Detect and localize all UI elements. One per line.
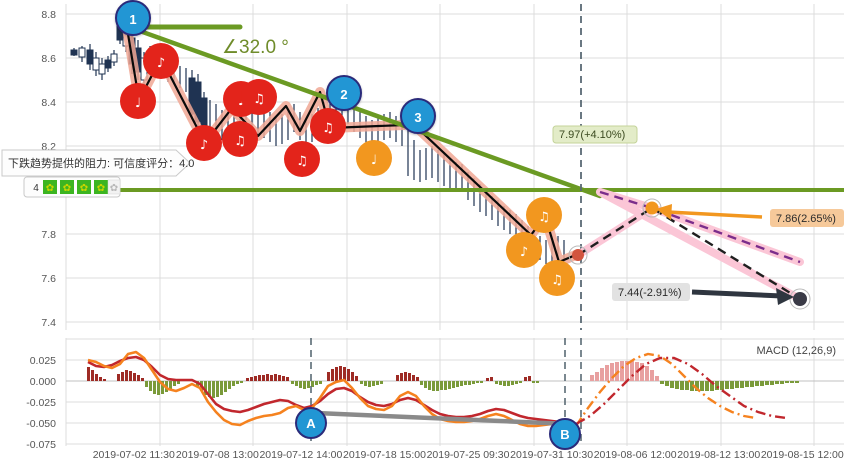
x-tick: 2019-08-15 12:00 — [760, 449, 844, 461]
svg-text:✿: ✿ — [80, 183, 88, 194]
upper-target-label: 7.86(2.65%) — [770, 209, 844, 227]
note-marker-glyph: ♫ — [253, 92, 265, 107]
macd-y-tick: -0.050 — [26, 418, 56, 430]
lower-target-label: 7.44(-2.91%) — [612, 283, 690, 301]
price-panel: 8.8 8.6 8.4 8.2 7.8 7.6 7.4 — [1, 0, 844, 330]
macd-title: MACD (12,26,9) — [757, 345, 836, 357]
numbered-marker-1[interactable]: 1 — [115, 0, 151, 36]
note-marker-glyph: ♪ — [200, 138, 208, 153]
note-marker-glyph: ♪ — [157, 56, 165, 71]
note-marker-glyph: ♫ — [296, 154, 308, 169]
price-y-tick: 7.6 — [41, 273, 56, 285]
macd-y-tick: -0.025 — [26, 397, 56, 409]
note-marker-glyph: ♪ — [520, 245, 528, 260]
macd-y-axis-labels: 0.025 0.000 -0.025 -0.050 -0.075 — [26, 355, 56, 451]
upper-target-text: 7.86(2.65%) — [776, 213, 836, 225]
note-marker[interactable]: ♩ — [120, 83, 156, 119]
numbered-marker-3[interactable]: 3 — [400, 98, 436, 134]
x-tick: 2019-07-12 14:00 — [259, 449, 343, 461]
note-marker[interactable]: ♫ — [539, 260, 575, 296]
rating-stars: ✿ ✿ ✿ ✿ ✿ — [43, 179, 121, 195]
macd-y-tick: 0.000 — [30, 376, 56, 388]
macd-dea-forecast — [575, 356, 787, 426]
note-marker-glyph: ♩ — [371, 153, 377, 168]
note-marker[interactable]: ♪ — [143, 43, 179, 79]
macd-histogram-positive — [87, 366, 531, 381]
numbered-marker-label: 1 — [129, 12, 136, 27]
note-marker-glyph: ♩ — [238, 94, 244, 109]
x-tick: 2019-08-06 12:00 — [593, 449, 677, 461]
note-marker-glyph: ♫ — [234, 134, 246, 149]
macd-marker-b-label: B — [560, 427, 569, 442]
macd-dif-line — [87, 350, 577, 428]
resistance-tooltip[interactable]: 下跌趋势提供的阻力: 可信度评分：4.0 — [1, 149, 194, 177]
note-marker[interactable]: ♫ — [526, 197, 562, 233]
svg-text:✿: ✿ — [46, 183, 54, 194]
x-tick: 2019-07-02 11:30 — [92, 449, 175, 461]
price-y-tick: 7.4 — [41, 317, 56, 329]
black-dashed-forecast — [577, 206, 801, 301]
macd-dif-forecast — [575, 352, 757, 427]
note-marker[interactable]: ♫ — [222, 121, 258, 157]
note-marker[interactable]: ♪ — [506, 232, 542, 268]
svg-text:✿: ✿ — [110, 183, 118, 194]
lower-target-text: 7.44(-2.91%) — [618, 287, 682, 299]
lower-target-arrow — [691, 288, 794, 305]
macd-trend-connector — [313, 410, 573, 427]
current-price-text: 7.97(+4.10%) — [559, 129, 625, 141]
note-marker[interactable]: ♩ — [356, 140, 392, 176]
numbered-marker-label: 3 — [414, 110, 421, 125]
note-marker-glyph: ♫ — [551, 273, 563, 288]
x-axis-strip: 2019-07-02 11:30 2019-07-08 13:00 2019-0… — [0, 449, 844, 469]
macd-dea-line — [87, 355, 577, 426]
svg-text:✿: ✿ — [63, 183, 71, 194]
price-y-tick: 8.4 — [41, 97, 56, 109]
upper-target-arrow — [656, 204, 763, 220]
note-marker-glyph: ♫ — [322, 121, 334, 136]
numbered-marker-2[interactable]: 2 — [326, 75, 362, 111]
note-marker[interactable]: ♪ — [186, 125, 222, 161]
macd-y-tick: 0.025 — [30, 355, 56, 367]
forecast-endpoints — [568, 198, 811, 310]
note-marker-glyph: ♫ — [538, 210, 550, 225]
macd-marker-a[interactable]: A — [295, 407, 327, 439]
price-y-tick: 8.8 — [41, 9, 56, 21]
confidence-rating-widget[interactable]: 4 ✿ ✿ ✿ ✿ ✿ — [23, 176, 121, 198]
price-y-tick: 8.6 — [41, 53, 56, 65]
macd-marker-a-label: A — [306, 416, 316, 431]
purple-dashed-forecast — [599, 190, 801, 264]
macd-plot-bg — [66, 338, 844, 448]
note-marker-glyph: ♩ — [135, 96, 141, 111]
price-y-tick: 7.8 — [41, 229, 56, 241]
angle-annotation: ∠32.0 ° — [222, 37, 289, 58]
macd-marker-b[interactable]: B — [549, 418, 581, 450]
note-marker[interactable]: ♫ — [310, 108, 346, 144]
macd-histogram-negative — [145, 381, 799, 398]
x-tick: 2019-07-25 09:30 — [426, 449, 510, 461]
svg-text:✿: ✿ — [97, 183, 105, 194]
x-tick: 2019-07-18 15:00 — [343, 449, 426, 461]
rating-value: 4 — [33, 183, 39, 194]
note-marker[interactable]: ♫ — [241, 79, 277, 115]
resistance-tooltip-text: 下跌趋势提供的阻力: 可信度评分：4.0 — [8, 156, 194, 170]
x-tick: 2019-08-12 13:00 — [677, 449, 761, 461]
x-tick: 2019-07-31 10:30 — [510, 449, 594, 461]
descending-resistance-line — [123, 23, 603, 199]
macd-y-tick: -0.075 — [26, 439, 56, 451]
x-tick: 2019-07-08 13:00 — [175, 449, 259, 461]
current-price-label: 7.97(+4.10%) — [552, 125, 638, 144]
macd-panel: 0.025 0.000 -0.025 -0.050 -0.075 — [26, 338, 844, 451]
numbered-marker-label: 2 — [340, 87, 347, 102]
note-marker[interactable]: ♫ — [284, 141, 320, 177]
